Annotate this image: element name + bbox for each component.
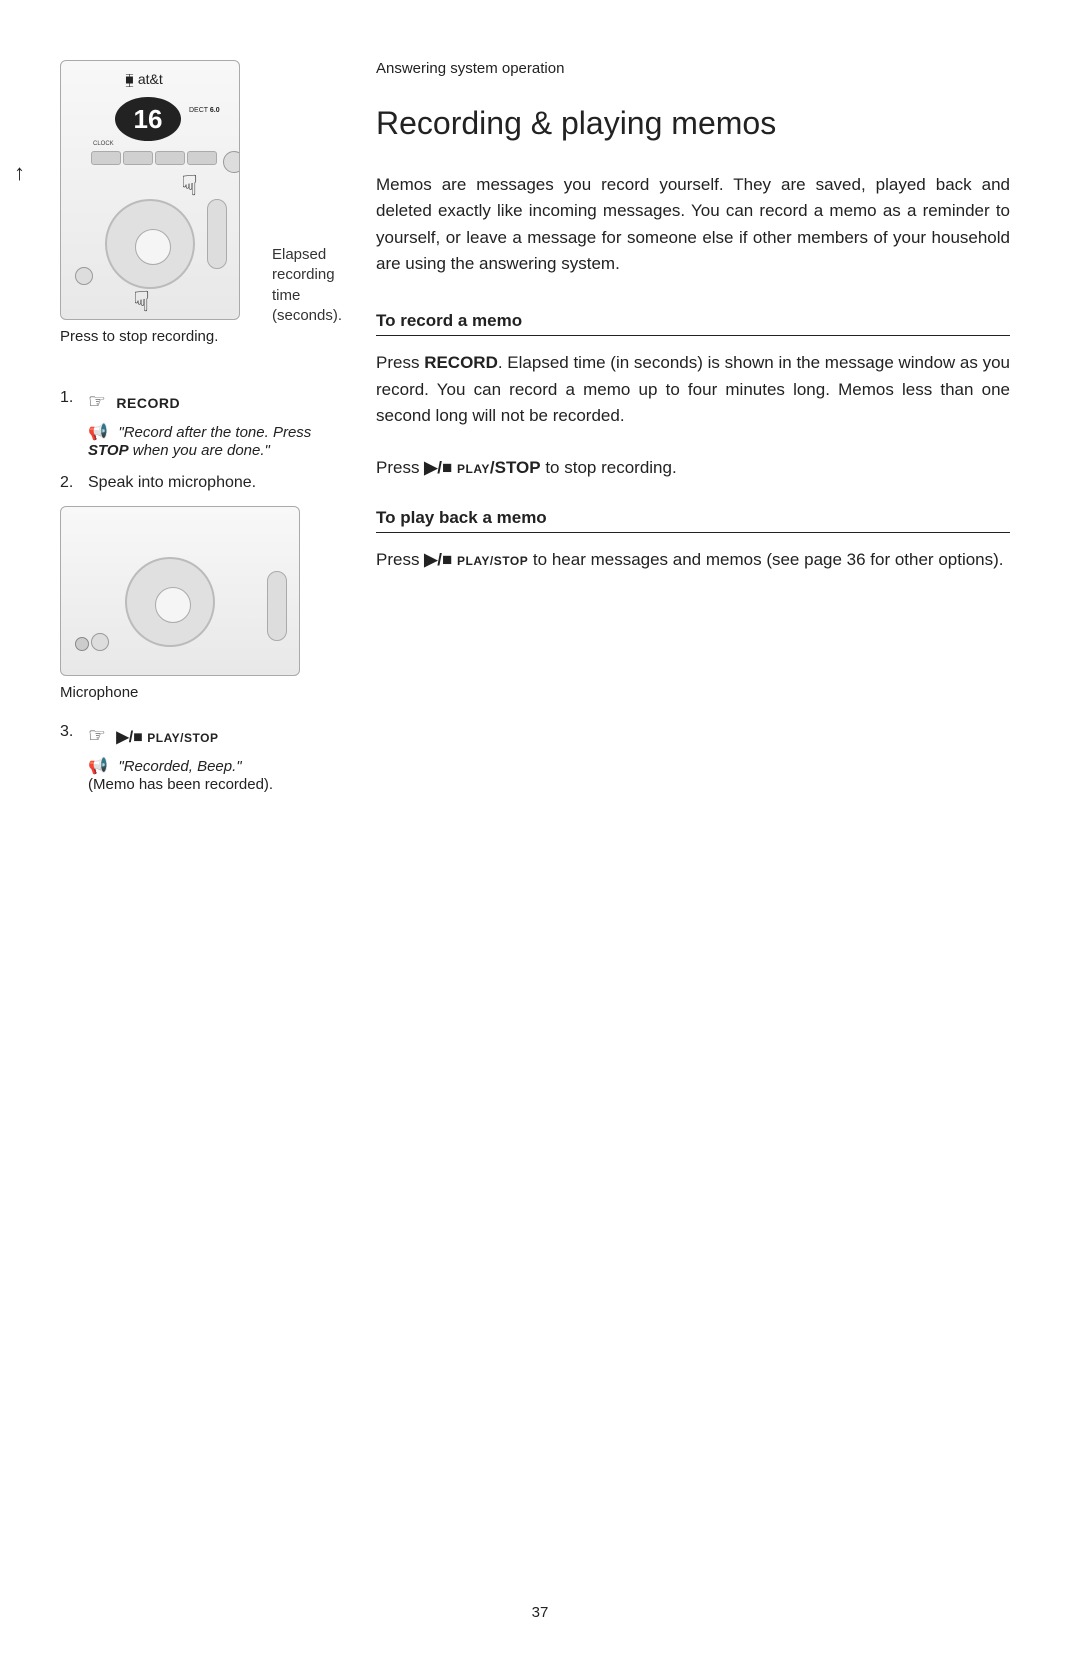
- step3-paren: (Memo has been recorded).: [88, 776, 340, 793]
- step-3: 3. PLAY/STOP "Recorded, Beep." (Memo has…: [60, 723, 340, 793]
- speaker-icon: [88, 758, 114, 775]
- play-stop-icon: [424, 458, 452, 477]
- section-header: Answering system operation: [376, 60, 1010, 77]
- device-display: 16: [115, 97, 181, 141]
- step-1: 1. RECORD "Record after the tone. Press …: [60, 389, 340, 460]
- device-illustration-bottom: [60, 506, 300, 676]
- playstop-label: PLAY/STOP: [147, 731, 218, 745]
- mic-caption: Microphone: [60, 684, 340, 701]
- record-label: RECORD: [116, 395, 180, 411]
- device-illustration-top: ⧯ at&t 16 DECT 6.0 CLOCK ☟ ☟: [60, 60, 240, 320]
- page-number: 37: [0, 1604, 1080, 1621]
- page-title: Recording & playing memos: [376, 105, 1010, 142]
- record-heading: To record a memo: [376, 311, 1010, 336]
- stop-caption: Press to stop recording.: [60, 328, 340, 345]
- mic-arrow-icon: [14, 160, 25, 186]
- play-stop-icon: [424, 550, 452, 569]
- att-logo: ⧯ at&t: [125, 71, 163, 88]
- dect-label: DECT 6.0: [189, 107, 220, 114]
- record-p2: Press PLAY/STOP to stop recording.: [376, 455, 1010, 481]
- hand-icon: [88, 395, 112, 412]
- elapsed-note: Elapsed recording time (seconds).: [272, 245, 362, 326]
- step2-text: Speak into microphone.: [88, 474, 340, 492]
- speaker-icon: [88, 424, 114, 441]
- step-2: 2. Speak into microphone.: [60, 474, 340, 492]
- hand-icon: [88, 729, 112, 746]
- finger-stop-icon: ☟: [133, 285, 157, 320]
- finger-record-icon: ☟: [181, 169, 205, 209]
- step3-quote: "Recorded, Beep.": [118, 758, 241, 775]
- record-p1: Press RECORD. Elapsed time (in seconds) …: [376, 350, 1010, 429]
- play-stop-icon: [116, 729, 142, 746]
- intro-paragraph: Memos are messages you record yourself. …: [376, 172, 1010, 277]
- playback-p: Press PLAY/STOP to hear messages and mem…: [376, 547, 1010, 573]
- step1-quote: "Record after the tone. Press STOP when …: [88, 424, 311, 459]
- playback-heading: To play back a memo: [376, 508, 1010, 533]
